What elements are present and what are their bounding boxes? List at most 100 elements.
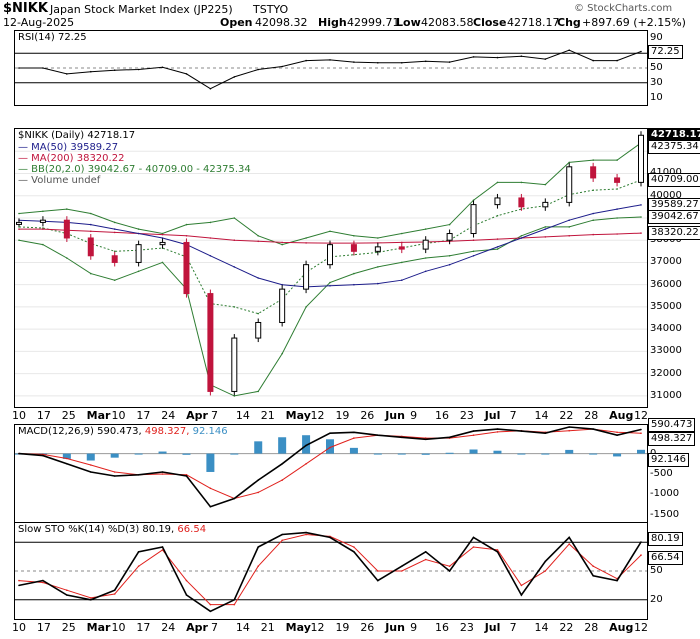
x-tick-label: 23 <box>459 409 474 422</box>
price-tick-label: 36000 <box>650 278 682 290</box>
x-tick-label: 17 <box>136 409 151 422</box>
macd-hist-bar <box>349 447 358 454</box>
candle-body <box>374 246 381 252</box>
macd-line-point <box>209 505 212 508</box>
macd-hist-bar <box>637 449 645 454</box>
x-tick-label: 10 <box>111 409 126 422</box>
macd-line-point <box>377 434 379 436</box>
rsi-line-point <box>42 67 44 69</box>
ma200-line-point <box>113 231 116 234</box>
sto-d-line-point <box>281 539 284 542</box>
bb-lower-line-point <box>90 272 92 275</box>
rsi-tick-label: 50 <box>650 62 663 73</box>
low-label: Low <box>396 16 421 29</box>
bb-upper-line-point <box>281 243 284 246</box>
macd-signal-line-point <box>568 429 570 432</box>
rsi-line-point <box>161 66 164 69</box>
sto-title-d: 66.54 <box>177 524 207 535</box>
bb-lower-line-point <box>496 248 499 250</box>
bb-upper-line-point <box>401 232 403 235</box>
x-tick-label: May <box>285 621 311 634</box>
ma200-line-point <box>281 241 284 244</box>
bb-upper-line-point <box>592 159 594 161</box>
candle-body <box>183 241 190 295</box>
sto-k-line-point <box>233 599 236 601</box>
bb-mid-line-point <box>233 306 236 308</box>
candle-body <box>398 246 405 250</box>
macd-signal-line-point <box>66 457 68 460</box>
x-tick-label: Mar <box>86 621 111 634</box>
sto-k-line-point <box>640 541 642 543</box>
macd-tick-label: -1500 <box>650 508 680 520</box>
price-tick-label: 40000 <box>650 189 682 201</box>
macd-signal-line-point <box>353 437 355 439</box>
candle-body <box>39 219 46 223</box>
macd-plot <box>15 426 647 508</box>
ma50-line-point <box>544 228 547 230</box>
macd-line-point <box>616 434 618 436</box>
x-tick-label: 26 <box>360 409 375 422</box>
x-tick-label: 23 <box>459 621 474 634</box>
price-tag-5: 38320.22 <box>648 226 700 241</box>
candle-body <box>231 337 238 392</box>
x-tick-label: 7 <box>211 621 219 634</box>
sto-k-line-point <box>424 551 427 553</box>
macd-tick-label: -1000 <box>650 488 680 500</box>
bb-upper-line-point <box>329 230 331 233</box>
macd-hist-bar <box>613 453 622 457</box>
ma50-line-point <box>137 232 140 235</box>
date: 12-Aug-2025 <box>3 16 75 29</box>
sto-d-line-point <box>90 597 92 599</box>
bb-lower-line-point <box>329 281 331 284</box>
candle-body <box>135 244 142 263</box>
ma50-line-point <box>281 283 284 286</box>
sto-tick-label: 20 <box>650 593 663 605</box>
x-tick-label: 12 <box>634 409 648 422</box>
ma50-line-point <box>448 263 451 266</box>
rsi-panel: RSI(14) 72.25 <box>14 30 648 106</box>
x-tick-label: 25 <box>61 621 76 634</box>
rsi-line-point <box>592 59 594 62</box>
macd-line-point <box>353 431 355 434</box>
price-tag-2: 40709.00 <box>648 172 700 187</box>
x-tick-label: 12 <box>634 621 648 634</box>
ma50-line-point <box>90 223 92 226</box>
macd-hist-bar <box>541 453 550 455</box>
bb-upper-line-point <box>496 181 499 184</box>
rsi-tick-label: 90 <box>650 32 663 44</box>
price-tick-label: 33000 <box>650 345 682 357</box>
x-tick-label: 14 <box>534 621 549 634</box>
sto-d-line-point <box>496 549 499 551</box>
candle-body <box>422 239 429 250</box>
macd-signal-line-point <box>209 487 212 490</box>
sto-k-line-point <box>329 536 331 539</box>
sto-d-line-point <box>233 603 236 606</box>
rsi-title: RSI(14) 72.25 <box>18 32 87 43</box>
candle-body <box>207 293 214 392</box>
candle-body <box>542 201 549 208</box>
bb-lower-line-point <box>401 261 403 264</box>
x-tick-label: 21 <box>260 621 275 634</box>
macd-hist-bar <box>182 453 191 455</box>
open-label: Open <box>220 16 253 29</box>
bb-upper-line-point <box>113 221 116 224</box>
price-tick-label: 35000 <box>650 300 682 312</box>
macd-hist-bar <box>445 452 454 454</box>
price-panel: $NIKK (Daily) 42718.17 — MA(50) 39589.27… <box>14 128 648 408</box>
macd-signal-line-point <box>496 431 499 433</box>
candle-body <box>494 197 501 206</box>
macd-signal-line-point <box>472 434 475 436</box>
x-tick-label: 24 <box>161 621 176 634</box>
x-tick-label: 9 <box>410 621 418 634</box>
bb-lower-line-point <box>113 279 116 281</box>
sto-k-line-point <box>257 546 259 548</box>
bb-lower-line-point <box>353 272 355 275</box>
bb-mid-line-point <box>592 189 594 191</box>
macd-line-point <box>496 428 499 430</box>
x-tick-label: Aug <box>609 621 634 634</box>
ma200-line-point <box>305 242 307 244</box>
sto-k-line-point <box>353 551 355 553</box>
macd-line-point <box>305 444 307 447</box>
candle-body <box>446 233 453 241</box>
x-tick-label: 24 <box>161 409 176 422</box>
